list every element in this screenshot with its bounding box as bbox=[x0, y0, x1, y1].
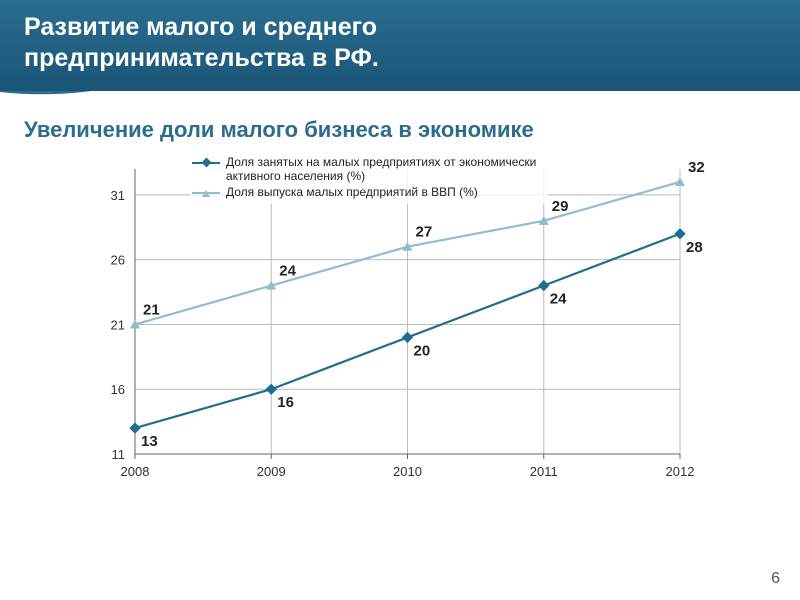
y-tick-label: 21 bbox=[111, 317, 125, 332]
x-tick-label: 2009 bbox=[257, 464, 286, 479]
title-line-1: Развитие малого и среднего bbox=[24, 13, 377, 41]
legend-marker-triangle bbox=[202, 190, 210, 197]
series-b-marker bbox=[675, 176, 685, 185]
series-a-data-label: 13 bbox=[141, 433, 158, 450]
series-b-data-label: 21 bbox=[143, 301, 160, 318]
slide-header: Развитие малого и среднего предпринимате… bbox=[0, 0, 800, 91]
slide-title: Развитие малого и среднего предпринимате… bbox=[24, 12, 776, 75]
series-a-data-label: 28 bbox=[686, 238, 703, 255]
series-b-data-label: 32 bbox=[688, 158, 705, 175]
chart-legend: Доля занятых на малых предприятиях от эк… bbox=[190, 153, 548, 204]
x-tick-label: 2011 bbox=[530, 464, 558, 479]
legend-marker-diamond bbox=[201, 158, 211, 168]
page-number: 6 bbox=[771, 570, 780, 588]
series-a-marker bbox=[674, 228, 685, 239]
series-a-data-label: 24 bbox=[550, 290, 567, 307]
series-a-data-label: 20 bbox=[414, 342, 431, 359]
series-a-marker bbox=[129, 422, 140, 433]
x-tick-label: 2010 bbox=[393, 464, 422, 479]
series-b-data-label: 24 bbox=[279, 262, 296, 279]
series-b-data-label: 29 bbox=[552, 197, 569, 214]
legend-label-a: Доля занятых на малых предприятиях от эк… bbox=[226, 155, 546, 184]
series-a-marker bbox=[402, 331, 413, 342]
series-a-data-label: 16 bbox=[277, 394, 294, 411]
x-tick-label: 2012 bbox=[666, 464, 695, 479]
y-tick-label: 16 bbox=[111, 382, 125, 397]
x-tick-label: 2008 bbox=[121, 464, 150, 479]
y-tick-label: 11 bbox=[112, 447, 126, 462]
series-b-data-label: 27 bbox=[416, 223, 433, 240]
legend-label-b: Доля выпуска малых предприятий в ВВП (%) bbox=[226, 185, 478, 199]
y-tick-label: 31 bbox=[111, 187, 125, 202]
y-tick-label: 26 bbox=[111, 252, 125, 267]
chart-container: Доля занятых на малых предприятиях от эк… bbox=[0, 149, 800, 499]
legend-item-b: Доля выпуска малых предприятий в ВВП (%) bbox=[192, 185, 546, 199]
series-a-marker bbox=[266, 383, 277, 394]
title-line-2: предпринимательства в РФ. bbox=[24, 44, 379, 72]
chart-subtitle: Увеличение доли малого бизнеса в экономи… bbox=[0, 91, 800, 149]
legend-item-a: Доля занятых на малых предприятиях от эк… bbox=[192, 155, 546, 184]
series-a-marker bbox=[538, 279, 549, 290]
